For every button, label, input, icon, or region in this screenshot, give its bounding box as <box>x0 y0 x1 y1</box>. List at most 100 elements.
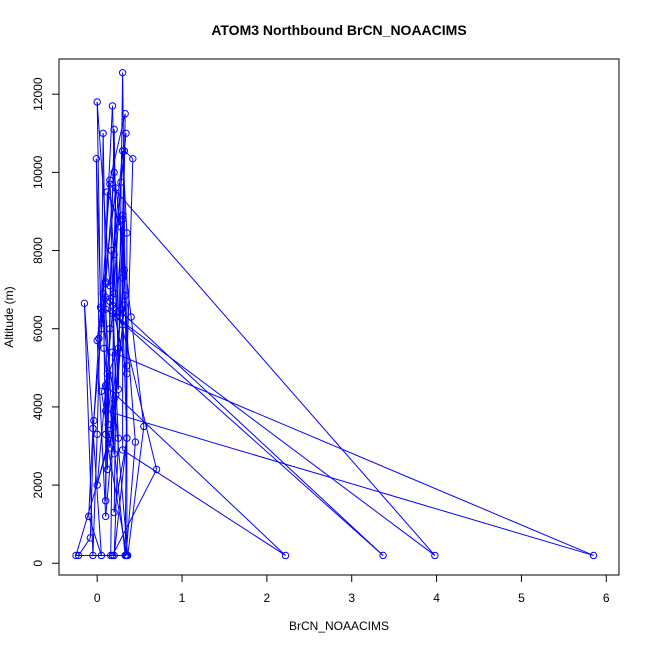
data-point <box>110 395 118 403</box>
data-point <box>93 430 101 438</box>
data-point <box>104 420 112 429</box>
series-segment <box>106 191 122 228</box>
series-segment <box>102 105 113 294</box>
data-point <box>103 465 112 474</box>
series-segment <box>88 428 94 517</box>
data-point <box>99 129 107 137</box>
data-point <box>118 446 127 454</box>
data-point <box>106 282 114 290</box>
series-segment <box>112 351 594 556</box>
data-point <box>106 430 114 438</box>
data-point <box>123 369 131 378</box>
series-segment <box>100 391 111 449</box>
data-point <box>110 250 118 259</box>
y-tick-label: 6000 <box>31 315 45 342</box>
series-segment <box>115 219 124 318</box>
series-segment <box>109 184 119 349</box>
plot-frame <box>58 58 620 576</box>
data-point <box>114 344 123 352</box>
data-point <box>589 551 598 560</box>
y-tick-label: 2000 <box>31 471 45 498</box>
series-segment <box>96 187 117 341</box>
data-point <box>118 68 127 77</box>
data-point <box>101 497 110 505</box>
data-point <box>117 178 125 186</box>
data-point <box>110 508 118 517</box>
series-segment <box>122 449 286 556</box>
series-segment <box>122 277 136 443</box>
y-tick-label: 10000 <box>31 155 45 189</box>
data-point <box>106 180 114 188</box>
data-point <box>107 246 116 255</box>
series-segment <box>105 172 115 284</box>
data-point <box>101 430 110 438</box>
series-segment <box>105 293 115 298</box>
series-segment <box>113 395 117 513</box>
data-point <box>74 551 83 560</box>
data-point <box>120 266 129 274</box>
series-segment <box>109 183 436 556</box>
series-segment <box>111 352 115 454</box>
data-point <box>97 551 106 560</box>
data-point <box>110 450 118 458</box>
series-segment <box>100 348 119 392</box>
data-point <box>106 325 114 333</box>
data-point <box>112 184 120 192</box>
data-point <box>80 299 89 308</box>
series-segment <box>125 442 136 556</box>
x-tick-label: 3 <box>348 591 355 605</box>
data-point <box>93 481 101 489</box>
data-point <box>99 289 107 298</box>
series-segment <box>92 434 98 556</box>
data-point <box>108 348 117 356</box>
series-segment <box>96 434 111 486</box>
y-tick-label: 0 <box>31 560 45 567</box>
data-point <box>121 551 129 560</box>
data-point <box>112 313 120 321</box>
data-point <box>101 305 110 313</box>
y-axis-label: Altitude (m) <box>2 286 16 347</box>
series-segment <box>105 375 111 411</box>
data-point <box>118 309 127 317</box>
data-point <box>89 551 97 560</box>
series-segment <box>96 101 102 308</box>
data-point <box>106 444 114 452</box>
data-point <box>103 188 112 196</box>
data-point <box>96 303 105 311</box>
data-point <box>110 289 118 298</box>
data-point <box>101 293 110 302</box>
data-point <box>123 434 131 442</box>
series-segment <box>113 438 128 556</box>
data-point <box>127 313 135 321</box>
data-point <box>431 551 439 560</box>
data-point <box>93 98 101 106</box>
data-point <box>89 424 97 433</box>
data-point <box>129 154 137 163</box>
x-axis: 0 1 2 3 4 5 6 <box>94 575 610 605</box>
data-point <box>117 223 125 231</box>
data-point <box>121 291 129 300</box>
y-tick-label: 4000 <box>31 393 45 420</box>
chart-title: ATOM3 Northbound BrCN_NOAACIMS <box>211 22 466 38</box>
data-point <box>140 422 148 431</box>
series-segment <box>117 311 158 470</box>
y-tick-label: 8000 <box>31 237 45 264</box>
data-point <box>281 551 290 560</box>
series-segment <box>88 516 102 556</box>
data-point <box>120 147 129 155</box>
series-segment <box>127 426 145 556</box>
data-point <box>110 125 118 134</box>
x-tick-label: 4 <box>433 591 440 605</box>
series-segment <box>105 410 594 556</box>
data-point <box>118 321 127 329</box>
data-point <box>108 301 117 309</box>
series-segment <box>105 385 286 556</box>
series-segment <box>126 158 134 366</box>
series-segment <box>96 340 107 517</box>
data-point <box>97 387 106 395</box>
data-point <box>114 434 123 442</box>
data-point <box>118 215 127 223</box>
data-point <box>72 551 80 560</box>
data-point <box>106 297 114 306</box>
